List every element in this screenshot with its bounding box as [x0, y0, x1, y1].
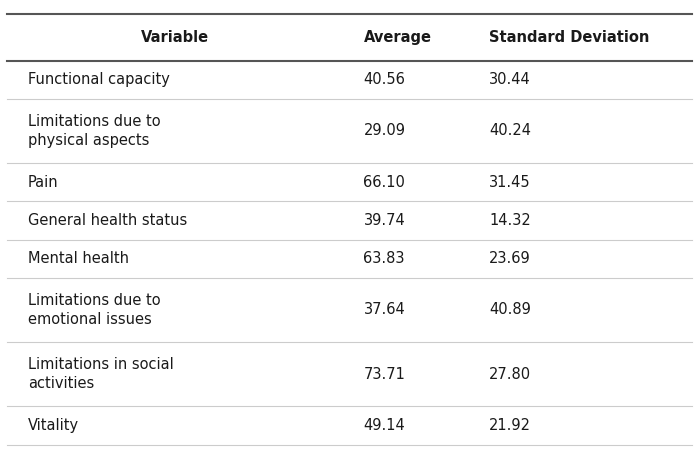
Text: 31.45: 31.45 — [489, 175, 531, 190]
Text: 40.89: 40.89 — [489, 302, 531, 317]
Text: 40.24: 40.24 — [489, 123, 531, 138]
Text: 40.56: 40.56 — [363, 72, 405, 87]
Text: 39.74: 39.74 — [363, 213, 405, 228]
Text: Limitations due to
physical aspects: Limitations due to physical aspects — [28, 114, 161, 148]
Text: Vitality: Vitality — [28, 418, 79, 433]
Text: 14.32: 14.32 — [489, 213, 531, 228]
Text: 27.80: 27.80 — [489, 367, 531, 382]
Text: 23.69: 23.69 — [489, 251, 531, 266]
Text: 49.14: 49.14 — [363, 418, 405, 433]
Text: Limitations due to
emotional issues: Limitations due to emotional issues — [28, 293, 161, 327]
Text: 63.83: 63.83 — [363, 251, 405, 266]
Text: 37.64: 37.64 — [363, 302, 405, 317]
Text: Limitations in social
activities: Limitations in social activities — [28, 357, 174, 391]
Text: General health status: General health status — [28, 213, 187, 228]
Text: 73.71: 73.71 — [363, 367, 405, 382]
Text: Functional capacity: Functional capacity — [28, 72, 170, 87]
Text: Standard Deviation: Standard Deviation — [489, 30, 649, 45]
Text: 66.10: 66.10 — [363, 175, 405, 190]
Text: Variable: Variable — [140, 30, 209, 45]
Text: Mental health: Mental health — [28, 251, 129, 266]
Text: 21.92: 21.92 — [489, 418, 531, 433]
Text: Average: Average — [363, 30, 431, 45]
Text: 29.09: 29.09 — [363, 123, 405, 138]
Text: 30.44: 30.44 — [489, 72, 531, 87]
Text: Pain: Pain — [28, 175, 59, 190]
